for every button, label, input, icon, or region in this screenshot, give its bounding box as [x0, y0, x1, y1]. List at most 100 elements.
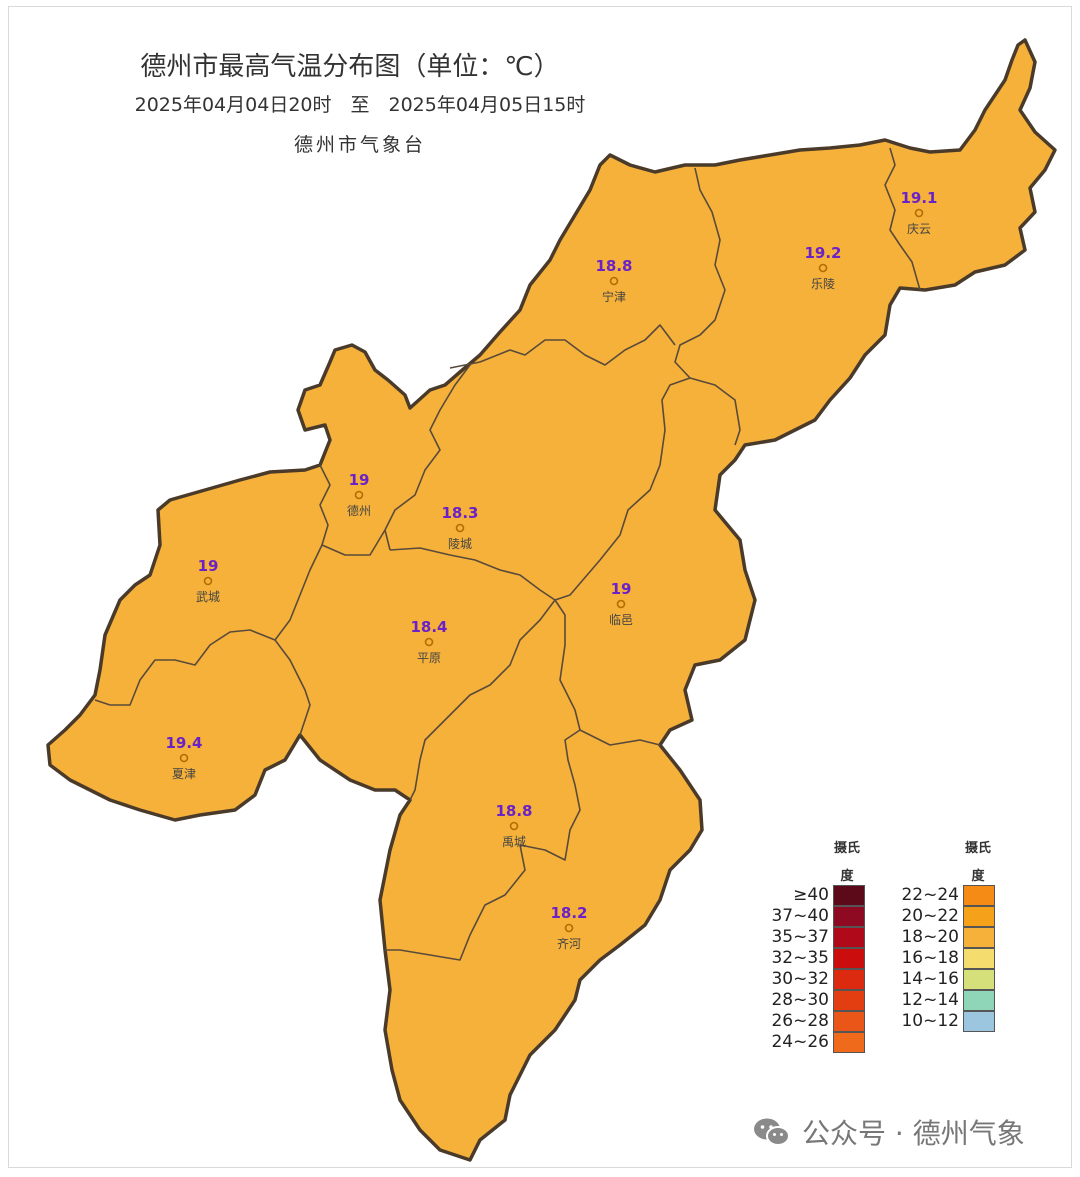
- legend-swatch: [833, 948, 865, 969]
- legend-label: 22~24: [901, 885, 959, 905]
- legend-row: ≥40: [740, 885, 865, 906]
- station-dot: [564, 923, 574, 933]
- station-dot: [914, 208, 924, 218]
- legend-label: 18~20: [901, 927, 959, 947]
- station-dot: [179, 753, 189, 763]
- legend-row: 20~22: [870, 906, 995, 927]
- legend-swatch: [833, 969, 865, 990]
- legend-row: 22~24: [870, 885, 995, 906]
- legend-label: ≥40: [793, 885, 829, 905]
- legend-unit-right: 摄氏 度: [958, 835, 998, 891]
- station-dot: [455, 523, 465, 533]
- legend-swatch: [833, 990, 865, 1011]
- legend-swatch: [963, 948, 995, 969]
- county-boundaries: [94, 147, 921, 961]
- legend-unit-line2: 度: [840, 869, 854, 884]
- legend-label: 26~28: [771, 1011, 829, 1031]
- legend-row: 32~35: [740, 948, 865, 969]
- legend-swatch: [963, 969, 995, 990]
- map-title: 德州市最高气温分布图（单位：℃）: [140, 52, 560, 82]
- station-markers: 19.1 庆云 19.2 乐陵 18.8 宁津 19 德州 18.3 陵城 19 武城 19 临邑 18.4…: [165, 189, 937, 951]
- legend-swatch: [963, 906, 995, 927]
- legend-row: 16~18: [870, 948, 995, 969]
- station-value: 19.1: [900, 189, 937, 207]
- station-dot: [354, 490, 364, 500]
- station-name: 齐河: [557, 936, 581, 951]
- station-value: 18.3: [441, 504, 478, 522]
- station-name: 武城: [196, 590, 220, 604]
- legend-swatch: [963, 1011, 995, 1032]
- image-frame: [8, 6, 1072, 1168]
- legend-label: 10~12: [901, 1011, 959, 1031]
- legend-swatch: [833, 1011, 865, 1032]
- station-name: 庆云: [907, 222, 931, 236]
- station-name: 夏津: [172, 767, 196, 781]
- station-marker: 18.8 禹城: [495, 802, 532, 849]
- watermark-text: 公众号 · 德州气象: [802, 1117, 1025, 1150]
- station-dot: [203, 576, 213, 586]
- station-name: 宁津: [602, 289, 626, 304]
- legend-row: 26~28: [740, 1011, 865, 1032]
- map-period: 2025年04月04日20时 至 2025年04月05日15时: [134, 94, 586, 116]
- station-dot: [609, 276, 619, 286]
- legend-swatch: [833, 927, 865, 948]
- station-value: 19.2: [804, 244, 841, 262]
- city-boundary: [46, 38, 1057, 1162]
- station-marker: 18.3 陵城: [441, 504, 478, 551]
- legend-row: 18~20: [870, 927, 995, 948]
- station-marker: 19 武城: [196, 557, 220, 604]
- station-value: 19: [611, 580, 632, 598]
- legend-row: 35~37: [740, 927, 865, 948]
- wechat-icon: [752, 1116, 792, 1148]
- station-dot: [818, 263, 828, 273]
- station-name: 平原: [417, 651, 441, 665]
- legend-swatch: [963, 927, 995, 948]
- station-value: 18.2: [550, 904, 587, 922]
- station-value: 19: [349, 471, 370, 489]
- station-value: 19.4: [165, 734, 202, 752]
- legend-label: 30~32: [771, 969, 829, 989]
- legend-unit-line1: 摄氏: [833, 841, 860, 856]
- legend-row: 30~32: [740, 969, 865, 990]
- legend-label: 28~30: [771, 990, 829, 1010]
- legend-swatch: [833, 885, 865, 906]
- legend-row: 10~12: [870, 1011, 995, 1032]
- legend-row: 24~26: [740, 1032, 865, 1053]
- legend-label: 37~40: [771, 906, 829, 926]
- legend-swatch: [833, 906, 865, 927]
- station-name: 乐陵: [811, 277, 835, 291]
- station-name: 德州: [347, 503, 371, 518]
- station-value: 18.8: [495, 802, 532, 820]
- legend-right-column: 22~24 20~22 18~20 16~18 14~16 12~14 10~12: [870, 885, 995, 1035]
- legend-swatch: [963, 990, 995, 1011]
- wechat-watermark: 公众号 · 德州气象: [752, 1112, 1025, 1152]
- station-marker: 19.2 乐陵: [804, 244, 841, 291]
- station-dot: [616, 599, 626, 609]
- station-value: 19: [198, 557, 219, 575]
- legend-label: 16~18: [901, 948, 959, 968]
- legend-left-column: ≥40 37~40 35~37 32~35 30~32 28~30 26~28 24~26: [740, 885, 865, 1055]
- station-marker: 19 德州: [347, 471, 371, 518]
- legend-unit-left: 摄氏 度: [827, 835, 867, 891]
- station-value: 18.4: [410, 618, 447, 636]
- legend-label: 32~35: [771, 948, 829, 968]
- station-marker: 18.2 齐河: [550, 904, 587, 951]
- map-issuer: 德州市气象台: [293, 134, 426, 156]
- legend-row: 37~40: [740, 906, 865, 927]
- legend-swatch: [833, 1032, 865, 1053]
- station-marker: 19 临邑: [609, 580, 633, 627]
- station-marker: 19.1 庆云: [900, 189, 937, 236]
- station-name: 禹城: [502, 835, 526, 849]
- station-marker: 19.4 夏津: [165, 734, 202, 781]
- legend-label: 12~14: [901, 990, 959, 1010]
- legend-row: 28~30: [740, 990, 865, 1011]
- legend-label: 14~16: [901, 969, 959, 989]
- station-dot: [509, 821, 519, 831]
- station-marker: 18.8 宁津: [595, 257, 632, 304]
- legend-row: 14~16: [870, 969, 995, 990]
- legend-unit-line2: 度: [971, 869, 985, 884]
- station-dot: [424, 637, 434, 647]
- station-value: 18.8: [595, 257, 632, 275]
- station-name: 陵城: [448, 537, 472, 551]
